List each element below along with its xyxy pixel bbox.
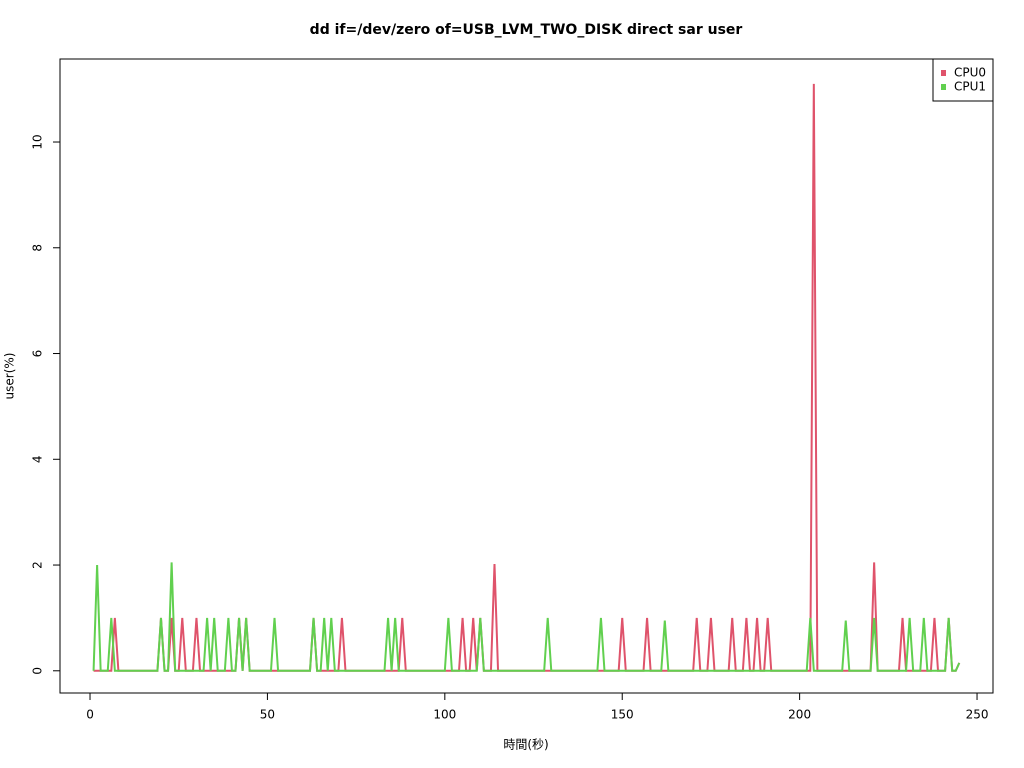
y-tick-label: 4 [31, 455, 45, 463]
y-tick-label: 10 [31, 134, 45, 149]
plot-frame [59, 58, 994, 694]
legend-label: CPU0 [954, 66, 986, 80]
x-tick-label: 150 [611, 708, 634, 722]
legend-label: CPU1 [954, 80, 986, 94]
y-tick-label: 8 [31, 244, 45, 252]
x-tick-label: 250 [966, 708, 989, 722]
y-tick-label: 6 [31, 350, 45, 358]
x-axis-label: 時間(秒) [503, 738, 548, 752]
x-tick-label: 100 [433, 708, 456, 722]
x-tick-label: 50 [260, 708, 275, 722]
y-tick-label: 0 [31, 667, 45, 675]
x-tick-label: 200 [788, 708, 811, 722]
chart-title: dd if=/dev/zero of=USB_LVM_TWO_DISK dire… [310, 22, 743, 38]
y-axis-label: user(%) [3, 353, 17, 400]
legend-swatch [941, 70, 946, 76]
x-tick-label: 0 [86, 708, 94, 722]
y-tick-label: 2 [31, 561, 45, 569]
legend-swatch [941, 84, 946, 90]
series-line [92, 562, 961, 672]
legend-box [932, 58, 994, 102]
